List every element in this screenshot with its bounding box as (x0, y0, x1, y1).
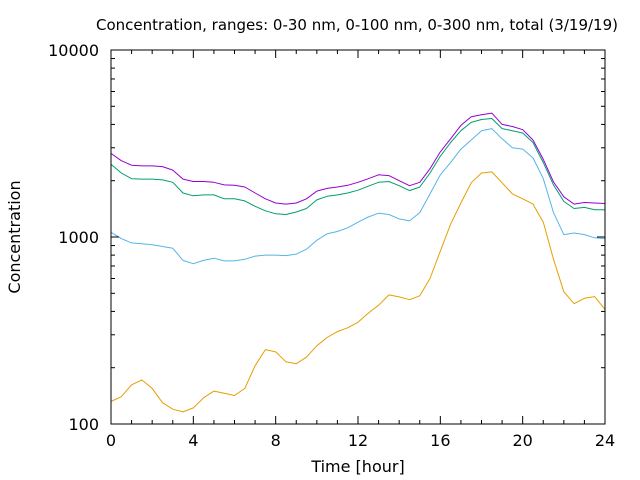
series-line-1 (110, 171, 606, 413)
x-tick-label: 20 (512, 431, 532, 450)
x-tick-label: 0 (106, 431, 116, 450)
x-tick-label: 4 (188, 431, 198, 450)
chart-title: Concentration, ranges: 0-30 nm, 0-100 nm… (96, 16, 618, 34)
x-tick-label: 12 (348, 431, 368, 450)
y-tick-label: 100 (68, 415, 99, 434)
y-axis-label: Concentration (5, 180, 24, 293)
y-tick-label: 1000 (58, 228, 99, 247)
x-tick-label: 8 (271, 431, 281, 450)
plot-frame (110, 49, 606, 425)
x-axis-label: Time [hour] (310, 457, 404, 476)
x-tick-label: 16 (430, 431, 450, 450)
series-line-3 (110, 118, 605, 215)
x-tick-label: 24 (595, 431, 615, 450)
series-line-2 (110, 128, 606, 265)
y-axis: 100 1000 10000 (48, 41, 605, 434)
series-layer (110, 112, 606, 413)
series-line-4 (110, 112, 606, 205)
y-tick-label: 10000 (48, 41, 99, 60)
x-axis: 0 4 8 12 16 20 24 (106, 50, 615, 450)
